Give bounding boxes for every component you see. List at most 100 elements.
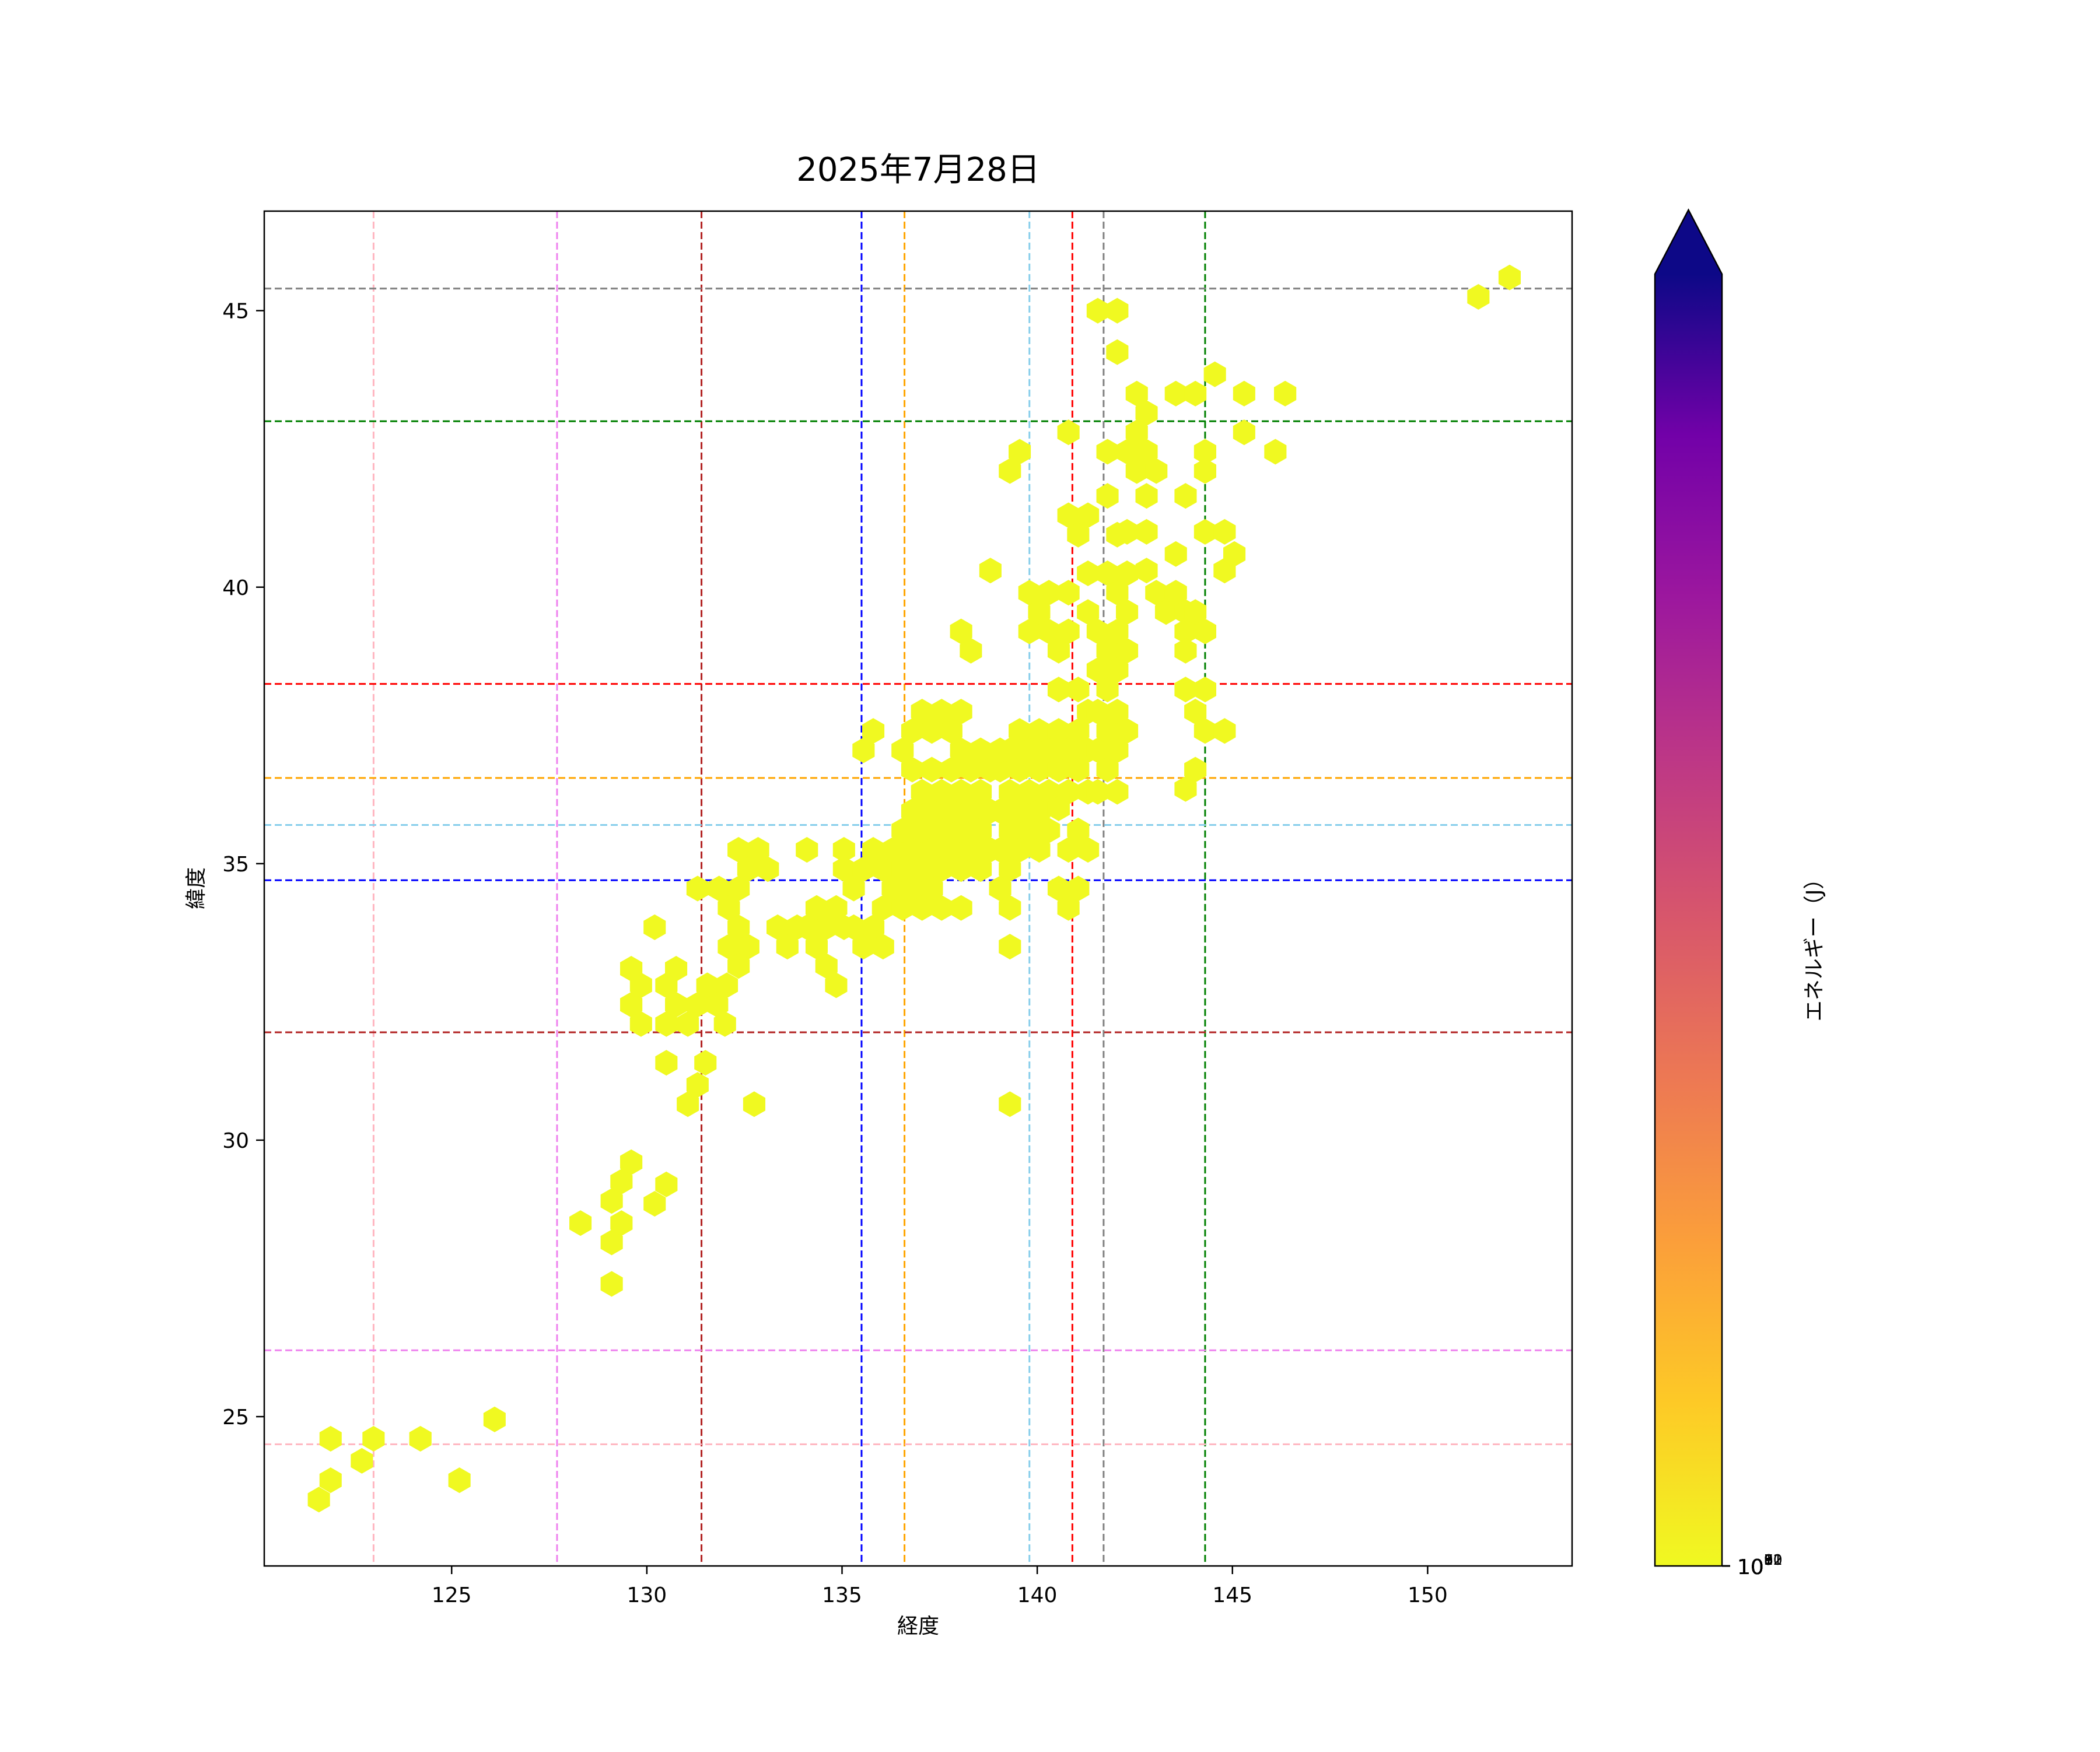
hexbin-cell	[970, 779, 992, 805]
hexbin-cell	[1194, 518, 1216, 545]
y-tick-label: 25	[222, 1406, 249, 1429]
hexbin-cell	[737, 934, 760, 960]
hexbin-cell	[1057, 419, 1080, 446]
hexbin-cell	[569, 1210, 592, 1236]
hexbin-cell	[930, 895, 953, 921]
hexbin-cell	[677, 1091, 699, 1117]
hexbin-cell	[1164, 580, 1187, 606]
hexbin-cell	[757, 856, 779, 882]
hexbin-cell	[950, 895, 972, 921]
hexbin-cell	[1106, 699, 1129, 725]
hexbin-cell	[891, 856, 914, 882]
hexbin-cell	[911, 779, 933, 805]
hexbin-cell	[901, 875, 923, 902]
hexbin-cell	[1174, 637, 1197, 664]
hexbin-cell	[351, 1448, 373, 1474]
hexbin-cell	[911, 895, 933, 921]
plot-frame	[263, 210, 1573, 1567]
hexbin-cell	[620, 1149, 643, 1175]
hexbin-cell	[1135, 400, 1158, 426]
hexbin-cell	[694, 1050, 717, 1076]
hexbin-cell	[970, 817, 992, 843]
hexbin-cell	[1116, 518, 1139, 545]
hexbin-cell	[1106, 618, 1129, 644]
hexbin-cell	[960, 756, 982, 783]
y-tick-label: 45	[222, 300, 249, 324]
hexbin-cell	[1077, 502, 1100, 528]
hexbin-cell	[1274, 380, 1297, 407]
hexbin-cell	[1096, 560, 1119, 586]
hexbin-cell	[832, 837, 855, 863]
hexbin-cell	[1086, 657, 1109, 683]
hexbin-cell	[1086, 699, 1109, 725]
hexbin-cell	[999, 779, 1021, 805]
hexbin-cell	[1009, 439, 1031, 465]
hexbin-cell	[796, 837, 818, 863]
hexbin-cell	[989, 798, 1012, 824]
hexbin-cell	[716, 972, 738, 998]
hexbin-cell	[629, 1011, 652, 1037]
hexbin-cell	[600, 1271, 623, 1297]
hexbin-cell	[1038, 580, 1060, 606]
hexbin-cell	[989, 756, 1012, 783]
hexbin-cell	[1096, 483, 1119, 509]
hexbin-cell	[930, 699, 953, 725]
hexbin-cell	[825, 895, 848, 921]
hexbin-cell	[727, 914, 750, 940]
hexbin-cell	[1077, 837, 1100, 863]
hexbin-cell	[629, 972, 652, 998]
hexbin-cell	[1028, 798, 1051, 824]
hexbin-cell	[921, 756, 943, 783]
hexbin-cell	[1125, 380, 1148, 407]
hexbin-cell	[940, 798, 963, 824]
hexbin-cell	[901, 798, 923, 824]
hexbin-cell	[1125, 419, 1148, 446]
hexbin-cell	[1498, 264, 1521, 290]
hexbin-cell	[872, 934, 894, 960]
colorbar-gradient	[1655, 274, 1722, 1566]
hexbin-cell	[891, 817, 914, 843]
hexbin-cell	[989, 875, 1012, 902]
hexbin-cell	[706, 991, 729, 1018]
hexbin-cell	[1096, 637, 1119, 664]
hexbin-cell	[1086, 779, 1109, 805]
hexbin-cell	[1057, 779, 1080, 805]
hexbin-cell	[1067, 756, 1090, 783]
hexbin-cell	[1047, 637, 1070, 664]
hexbin-cell	[891, 895, 914, 921]
hexbin-cell	[1038, 737, 1060, 763]
hexbin-cell	[1086, 297, 1109, 324]
hexbin-cell	[999, 737, 1021, 763]
hexbin-cell	[921, 837, 943, 863]
hexbin-cell	[1018, 779, 1041, 805]
hexbin-cell	[1194, 439, 1216, 465]
hexbin-cell	[970, 856, 992, 882]
hexbin-cell	[655, 1171, 678, 1197]
hexbin-cell	[862, 837, 885, 863]
hexbin-cell	[852, 856, 875, 882]
hexbin-cell	[1086, 737, 1109, 763]
hexbin-cell	[1164, 541, 1187, 567]
hexbin-cell	[620, 991, 643, 1018]
x-tick-label: 145	[1212, 1583, 1252, 1607]
hexbin-cell	[1057, 580, 1080, 606]
hexbin-cell	[1096, 439, 1119, 465]
hexbin-cell	[1116, 599, 1139, 625]
hexbin-cell	[1135, 558, 1158, 584]
hexbin-cell	[655, 1011, 678, 1037]
hexbin-cell	[727, 953, 750, 979]
x-tick-label: 135	[822, 1583, 862, 1607]
hexbin-cell	[718, 895, 740, 921]
hexbin-cell	[643, 914, 666, 940]
hexbin-cell	[921, 718, 943, 744]
hexbin-cell	[1116, 718, 1139, 744]
hexbin-cell	[1077, 599, 1100, 625]
hexbin-cell	[1067, 677, 1090, 703]
hexbin-cell	[1174, 618, 1197, 644]
hexbin-cell	[911, 699, 933, 725]
chart-title: 2025年7月28日	[796, 151, 1040, 189]
hexbin-cell	[999, 458, 1021, 484]
hexbin-cell	[1057, 895, 1080, 921]
hexbin-cell	[921, 875, 943, 902]
